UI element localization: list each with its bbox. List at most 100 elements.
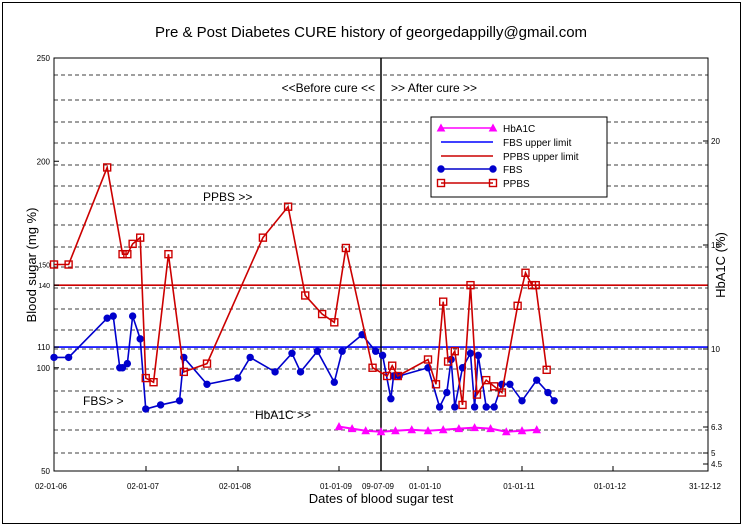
data-point bbox=[388, 361, 397, 370]
data-point bbox=[443, 357, 453, 366]
data-point bbox=[423, 426, 433, 435]
y2-tick-label: 20 bbox=[711, 137, 720, 146]
data-point bbox=[438, 425, 448, 434]
y-axis-label: Blood sugar (mg %) bbox=[24, 208, 39, 323]
data-point bbox=[454, 424, 464, 433]
data-point bbox=[497, 388, 507, 397]
y-tick-label: 110 bbox=[37, 343, 50, 352]
data-point bbox=[338, 347, 346, 355]
annotation-hba1c: HbA1C >> bbox=[255, 408, 311, 422]
data-point bbox=[431, 380, 441, 389]
data-point bbox=[142, 405, 150, 413]
data-point bbox=[486, 424, 495, 433]
data-point bbox=[550, 397, 558, 405]
y-tick-label: 250 bbox=[37, 54, 51, 63]
data-point bbox=[378, 351, 387, 360]
data-point bbox=[123, 249, 132, 259]
x-tick-label: 09-07-09 bbox=[362, 482, 395, 491]
chart-title: Pre & Post Diabetes CURE history of geor… bbox=[155, 24, 587, 41]
data-point bbox=[164, 249, 173, 259]
legend-marker bbox=[436, 123, 446, 132]
data-point bbox=[313, 347, 322, 355]
annotation-after-cure: >> After cure >> bbox=[391, 81, 477, 95]
data-point bbox=[518, 397, 526, 405]
x-tick-label: 01-01-09 bbox=[320, 482, 353, 491]
data-point bbox=[533, 376, 541, 384]
data-point bbox=[234, 374, 242, 382]
data-point bbox=[489, 382, 499, 391]
y-tick-label: 200 bbox=[37, 157, 51, 166]
data-point bbox=[393, 371, 403, 381]
data-point bbox=[361, 426, 371, 435]
y-tick-label: 100 bbox=[37, 364, 51, 373]
data-point bbox=[136, 335, 144, 343]
data-point bbox=[470, 403, 479, 411]
data-point bbox=[203, 380, 211, 388]
y2-tick-label: 6.3 bbox=[711, 423, 723, 432]
data-point bbox=[296, 368, 305, 376]
data-point bbox=[490, 403, 498, 411]
y2-tick-label: 5 bbox=[711, 449, 716, 458]
series-line bbox=[54, 164, 548, 406]
data-point bbox=[532, 425, 542, 434]
data-point bbox=[301, 291, 310, 300]
data-point bbox=[382, 371, 392, 381]
legend-item: PPBS upper limit bbox=[441, 152, 579, 163]
y2-tick-label: 4.5 bbox=[711, 460, 723, 469]
data-point bbox=[501, 427, 511, 436]
x-tick-label: 02-01-07 bbox=[127, 482, 160, 491]
legend-item: HbA1C bbox=[436, 123, 535, 135]
legend-item: FBS bbox=[437, 165, 523, 176]
data-point bbox=[347, 424, 357, 433]
data-point bbox=[368, 363, 377, 372]
data-point bbox=[128, 239, 137, 249]
series-ppbs bbox=[49, 163, 551, 410]
series-fbs bbox=[50, 312, 558, 413]
data-point bbox=[136, 233, 145, 242]
data-point bbox=[258, 233, 268, 242]
data-point bbox=[246, 353, 254, 362]
data-point bbox=[175, 397, 184, 405]
y2-tick-label: 10 bbox=[711, 345, 720, 354]
data-point bbox=[450, 347, 459, 356]
data-point bbox=[517, 426, 527, 435]
x-tick-label: 01-01-12 bbox=[594, 482, 627, 491]
data-point bbox=[123, 359, 132, 368]
data-point bbox=[513, 301, 522, 310]
legend-label: PPBS bbox=[503, 179, 530, 190]
series-hba1c bbox=[334, 422, 542, 436]
data-point bbox=[451, 403, 459, 411]
data-point bbox=[470, 423, 479, 432]
data-point bbox=[118, 364, 127, 372]
legend-marker bbox=[489, 165, 497, 173]
x-tick-label: 01-01-10 bbox=[409, 482, 442, 491]
legend-label: FBS upper limit bbox=[503, 138, 572, 149]
data-point bbox=[50, 353, 58, 362]
data-point bbox=[472, 390, 482, 399]
data-point bbox=[458, 400, 467, 410]
legend-marker bbox=[436, 178, 446, 188]
series-layer bbox=[49, 163, 558, 436]
x-tick-label: 02-01-08 bbox=[219, 482, 252, 491]
data-point bbox=[371, 347, 380, 355]
data-point bbox=[466, 280, 475, 290]
data-point bbox=[506, 380, 514, 388]
y2-axis-ticks: 4.5 5 6.3 10 15 20 bbox=[703, 137, 723, 469]
data-point bbox=[49, 260, 59, 269]
y2-axis-label: HbA1C (%) bbox=[713, 232, 728, 298]
data-point bbox=[317, 309, 327, 319]
data-point bbox=[391, 426, 400, 435]
x-tick-label: 01-01-11 bbox=[503, 482, 535, 491]
x-axis-label: Dates of blood sugar test bbox=[309, 491, 454, 506]
data-point bbox=[149, 378, 158, 387]
data-point bbox=[103, 314, 111, 322]
data-point bbox=[443, 388, 451, 397]
grid bbox=[54, 74, 708, 454]
data-point bbox=[64, 260, 73, 269]
y-tick-label: 140 bbox=[38, 283, 50, 290]
x-axis-ticks: 02-01-06 02-01-07 02-01-08 01-01-09 09-07-09… bbox=[35, 466, 722, 491]
legend: HbA1C FBS upper limit PPBS upper limit FBS P… bbox=[430, 116, 608, 198]
data-point bbox=[102, 163, 112, 172]
data-point bbox=[330, 378, 338, 386]
data-point bbox=[376, 427, 386, 436]
